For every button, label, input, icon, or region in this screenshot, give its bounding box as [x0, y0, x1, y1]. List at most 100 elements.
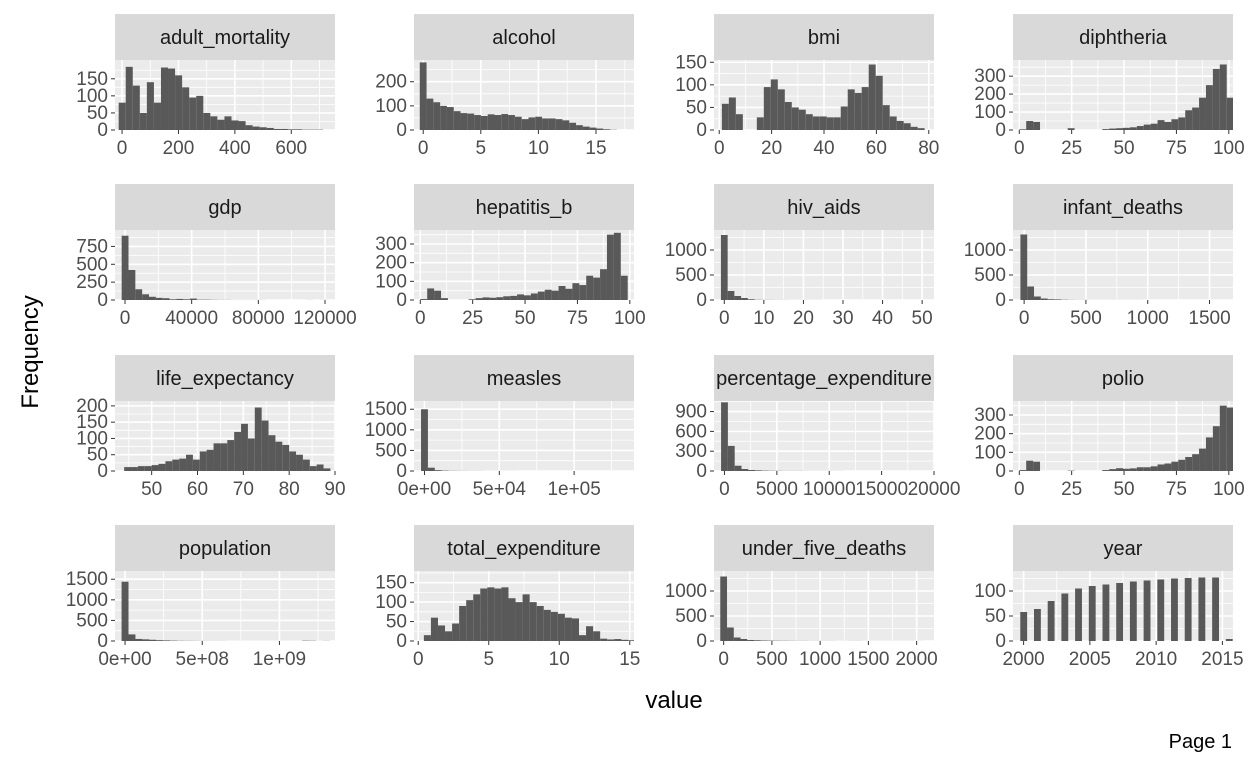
histogram-bar — [1102, 129, 1110, 130]
histogram-bar — [1109, 469, 1117, 471]
histogram-bar — [896, 120, 904, 130]
histogram-bar — [1157, 120, 1165, 130]
histogram-bar — [427, 288, 435, 300]
histogram-bar — [582, 126, 590, 130]
histogram-bar — [139, 112, 147, 130]
histogram-bar — [1178, 117, 1186, 130]
facet-strip-label: life_expectancy — [156, 368, 294, 390]
histogram-bar — [430, 617, 438, 641]
histogram-bar — [805, 114, 813, 130]
facet-strip-label: measles — [487, 368, 561, 390]
histogram-bar — [473, 594, 481, 641]
histogram-bar — [1047, 601, 1055, 641]
histogram-bar — [1067, 128, 1075, 130]
panel-background — [714, 571, 934, 641]
histogram-bar — [721, 402, 728, 471]
x-tick-label: 5e+04 — [473, 479, 527, 500]
histogram-bar — [721, 103, 729, 130]
histogram-bar — [1164, 121, 1172, 130]
histogram-bar — [475, 298, 483, 300]
histogram-bar — [121, 235, 129, 300]
histogram-bar — [1116, 468, 1123, 471]
x-tick-label: 40 — [813, 138, 834, 159]
histogram-bar — [747, 640, 755, 641]
histogram-bar — [741, 469, 749, 471]
x-tick-label: 10 — [549, 649, 570, 670]
facet-strip — [1013, 525, 1233, 571]
histogram-bar — [268, 435, 276, 471]
histogram-bar — [468, 299, 476, 300]
histogram-bar — [1205, 437, 1213, 471]
histogram-bar — [733, 637, 741, 641]
y-tick-label: 100 — [76, 86, 108, 107]
histogram-bar — [420, 299, 428, 300]
histogram-bar — [524, 295, 531, 300]
histogram-bar — [118, 102, 126, 130]
y-tick-label: 0 — [995, 120, 1006, 141]
facet-strip-label: infant_deaths — [1063, 197, 1183, 219]
histogram-bar — [1184, 578, 1192, 641]
histogram-bar — [434, 290, 442, 300]
histogram-bar — [861, 87, 869, 130]
histogram-bar — [557, 613, 565, 641]
histogram-bar — [593, 631, 601, 641]
histogram-bar — [621, 639, 629, 641]
histogram-bar — [1116, 583, 1124, 641]
y-tick-label: 0 — [396, 461, 407, 482]
x-tick-label: 0 — [1019, 308, 1030, 329]
histogram-bar — [917, 128, 925, 130]
histogram-bar — [426, 98, 434, 130]
x-tick-label: 1500 — [1188, 308, 1230, 329]
facet-strip — [1013, 184, 1233, 230]
x-tick-label: 5000 — [756, 479, 798, 500]
x-tick-label: 0 — [714, 138, 725, 159]
histogram-bars — [1020, 234, 1143, 300]
x-tick-label: 1e+09 — [253, 649, 306, 670]
histogram-bar — [1047, 299, 1055, 300]
histogram-bar — [748, 470, 756, 471]
histogram-bars — [423, 587, 634, 641]
histogram-bar — [196, 95, 204, 130]
histogram-bar — [217, 119, 225, 130]
histogram-bar — [423, 635, 431, 641]
histogram-bar — [227, 440, 235, 471]
histogram-bar — [1219, 405, 1227, 471]
x-tick-label: 5e+08 — [176, 649, 229, 670]
histogram-bar — [727, 291, 735, 300]
histogram-bar — [213, 443, 221, 471]
histogram-bar — [247, 438, 255, 471]
histogram-bar — [555, 119, 563, 130]
x-tick-label: 0 — [719, 479, 730, 500]
y-tick-label: 500 — [675, 265, 707, 286]
histogram-bar — [522, 594, 530, 641]
histogram-bar — [190, 298, 197, 300]
facet-strip-label: total_expenditure — [447, 538, 600, 560]
histogram-bar — [1102, 470, 1110, 471]
histogram-bar — [784, 102, 792, 130]
histogram-bar — [175, 75, 183, 130]
histogram-bar — [1226, 407, 1233, 471]
facet-strip — [1013, 355, 1233, 401]
panel-grid — [414, 401, 634, 471]
x-tick-label: 60 — [187, 479, 208, 500]
histogram-bar — [1116, 128, 1123, 130]
histogram-bar — [741, 298, 748, 300]
y-tick-label: 100 — [375, 592, 407, 613]
y-tick-label: 0 — [995, 290, 1006, 311]
histogram-bars — [1019, 405, 1233, 471]
histogram-bar — [747, 299, 755, 300]
x-tick-label: 40000 — [165, 308, 218, 329]
x-tick-label: 400 — [219, 138, 251, 159]
facet-strip — [1013, 14, 1233, 60]
x-tick-label: 50 — [141, 479, 162, 500]
y-tick-label: 300 — [675, 441, 707, 462]
histogram-bar — [160, 67, 169, 130]
x-tick-label: 0 — [415, 308, 426, 329]
histogram-bar — [1033, 121, 1041, 130]
x-tick-label: 100 — [614, 308, 646, 329]
x-tick-label: 0 — [1014, 138, 1025, 159]
histogram-bar — [1136, 126, 1144, 130]
y-tick-label: 0 — [696, 631, 707, 652]
facet-strip — [115, 525, 335, 571]
histogram-bar — [777, 89, 785, 130]
